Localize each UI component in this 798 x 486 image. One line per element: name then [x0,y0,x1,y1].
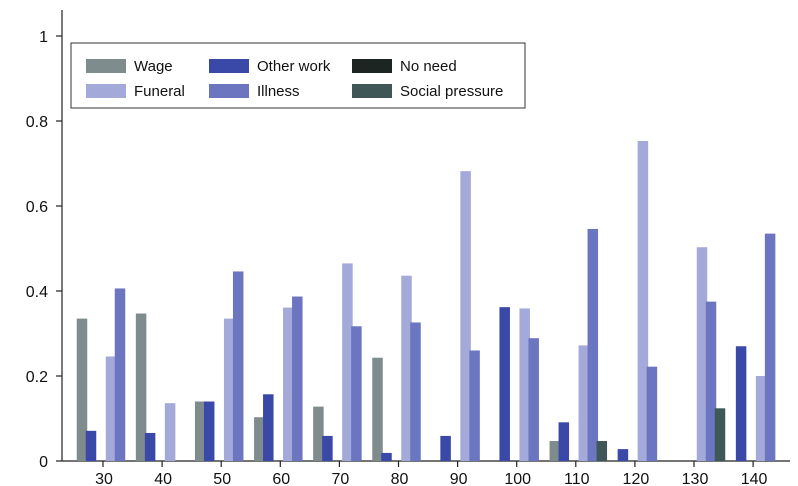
bar-illness-50 [232,271,244,461]
bar-wage-30 [76,318,88,461]
bar-other-work-110 [558,422,570,461]
legend-label-funeral: Funeral [134,83,185,100]
x-tick-label: 120 [623,471,650,486]
bar-illness-30 [114,288,126,461]
bar-other-work-140 [735,346,747,461]
bar-funeral-80 [401,275,412,461]
bar-social-pressure-130 [714,408,726,461]
bar-illness-80 [410,322,421,461]
bar-other-work-30 [85,430,97,461]
legend-label-no-need: No need [400,58,457,75]
bar-funeral-120 [637,140,649,461]
x-tick-label: 90 [450,471,468,486]
bar-funeral-50 [223,318,235,461]
bar-funeral-40 [164,403,176,461]
bar-other-work-80 [381,452,392,461]
bar-wage-70 [313,406,324,461]
x-tick-label: 110 [564,471,590,486]
x-tick-label: 30 [95,471,113,486]
y-tick-label: 0 [39,454,48,471]
bar-wage-50 [194,401,206,461]
bar-illness-70 [351,326,362,461]
legend-label-illness: Illness [257,83,300,100]
legend-swatch-funeral [86,84,126,98]
legend-swatch-wage [86,59,126,73]
legend-label-wage: Wage [134,58,173,75]
y-tick-label: 0.8 [26,114,48,131]
bar-funeral-100 [519,308,530,461]
bar-illness-100 [528,338,539,461]
bar-funeral-70 [342,263,353,461]
bar-other-work-120 [617,449,629,461]
y-tick-label: 1 [39,29,48,46]
legend-box [70,42,526,109]
bar-other-work-50 [203,401,215,461]
bar-funeral-60 [283,307,294,461]
x-tick-label: 100 [504,471,531,486]
bar-other-work-90 [440,435,451,461]
bar-other-work-60 [263,394,274,461]
bar-social-pressure-110 [596,441,608,461]
bar-other-work-70 [322,435,333,461]
bar-illness-90 [469,350,480,461]
legend-label-social-pressure: Social pressure [400,83,503,100]
legend-swatch-no-need [352,59,392,73]
y-tick-label: 0.6 [26,199,48,216]
bar-wage-60 [254,417,265,461]
bar-funeral-110 [578,345,590,461]
bars [76,140,776,461]
bar-illness-60 [292,296,303,461]
legend: Wage Other work No need Funeral Illness Socia… [70,42,526,109]
x-tick-label: 140 [741,471,768,486]
x-tick-label: 80 [391,471,409,486]
x-tick-label: 60 [272,471,290,486]
bar-illness-120 [646,366,658,461]
bar-wage-80 [372,357,383,461]
x-tick-label: 70 [332,471,350,486]
bar-wage-110 [549,441,561,461]
legend-swatch-illness [209,84,249,98]
bar-illness-130 [705,301,717,461]
y-tick-label: 0.2 [26,369,48,386]
bar-funeral-130 [696,247,708,461]
bar-other-work-40 [144,432,156,461]
legend-swatch-social-pressure [352,84,392,98]
x-tick-label: 130 [682,471,709,486]
axes [56,10,790,467]
legend-swatch-other-work [209,59,249,73]
x-tick-label: 50 [213,471,231,486]
bar-illness-110 [587,228,599,461]
legend-label-other-work: Other work [257,58,331,75]
bar-funeral-30 [105,356,117,461]
bar-funeral-90 [460,171,471,461]
bar-other-work-100 [499,307,510,461]
y-tick-label: 0.4 [26,284,48,301]
x-tick-label: 40 [154,471,172,486]
bar-illness-140 [764,233,776,461]
bar-funeral-140 [755,376,767,461]
bar-wage-40 [135,313,147,461]
